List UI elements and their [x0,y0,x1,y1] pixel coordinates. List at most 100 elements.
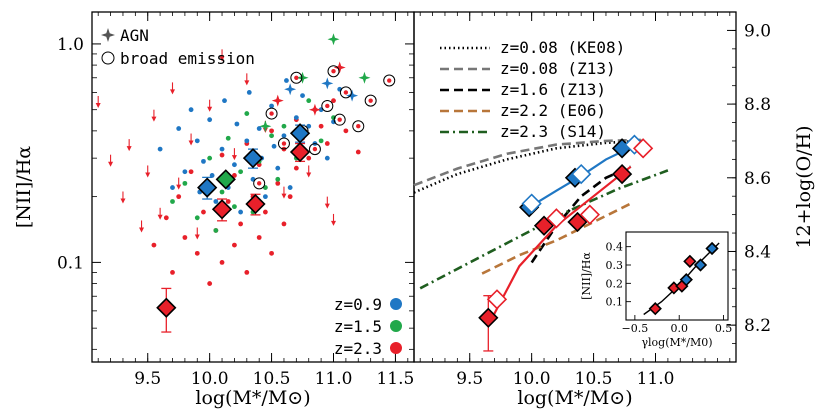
data-point [232,173,237,178]
x-tick-label: 10.0 [191,369,229,389]
broad-emission-point [343,90,349,95]
data-point [246,89,252,95]
filled-diamond [567,211,588,233]
right-x-axis-title: log(M*/M⊙) [517,387,632,409]
y-tick-label: 8.2 [744,316,771,336]
right-panel: 9.5 10.0 10.5 11.0 8.2 8.4 8.6 8.8 9.0 log(M*/M⊙)… [413,11,815,409]
broad-emission-point [331,69,336,74]
data-point [293,165,299,171]
open-diamond [579,204,600,225]
upper-limit-arrowhead [170,89,175,95]
data-point [225,199,231,204]
open-diamond [521,193,542,214]
upper-limit-arrowhead [324,203,330,209]
filled-diamond [611,163,633,185]
inset-x-tick-label: −0.5 [622,322,649,335]
data-point [222,98,227,104]
y-tick-label: 8.4 [744,242,771,262]
x-tick-label: 10.5 [253,369,291,389]
data-point [244,111,250,116]
stack-diamond [245,193,266,215]
inset-blue-diamond [705,241,719,256]
inset-y-tick-label: 0.2 [606,277,624,290]
model-curve [530,165,632,264]
data-point [219,152,225,158]
data-point [244,138,250,144]
data-point [324,141,330,146]
agn-star [284,83,297,96]
legend-redshift-label: z=1.5 [334,317,382,336]
data-point [355,149,361,155]
legend-redshift-dot [390,320,402,332]
data-point [256,126,262,131]
broad-emission-ring [383,74,396,87]
data-point [275,165,281,171]
data-point [306,155,312,161]
inset-red-diamond [648,302,662,316]
legend-model-label: z=1.6 (Z13) [500,80,606,99]
left-panel: 9.5 10.0 10.5 11.0 11.5 0.1 1.0 log(M*/M⊙) [NII]… [13,11,415,409]
y-tick-label: 9.0 [744,21,771,41]
x-tick-label: 11.5 [376,369,414,389]
data-point [238,169,244,175]
data-point [219,259,225,265]
filled-diamond [478,307,499,328]
data-point [343,128,349,134]
upper-limit-arrowhead [139,227,145,233]
agn-star [358,71,371,84]
data-point [275,176,281,182]
data-point [194,250,200,256]
data-point [170,269,175,275]
x-tick-label: 9.5 [456,369,483,389]
broad-emission-ring [265,107,278,120]
y-tick-label: 8.6 [744,169,771,189]
x-tick-label: 9.5 [134,369,161,389]
data-point [219,146,225,152]
data-point [234,121,240,127]
legend-broad-ring [101,51,115,65]
data-point [238,221,244,227]
inset-blue-diamond [693,258,708,272]
data-point [262,209,268,215]
broad-emission-ring [290,71,303,84]
data-point [176,126,182,131]
data-point [287,194,293,200]
legend-model-label: z=0.08 (KE08) [500,38,625,57]
inset-y-tick-label: 0.1 [606,296,624,309]
broad-emission-point [312,146,318,152]
inset-x-axis-title: γlog(M*/M0) [641,336,712,349]
data-point [306,98,312,104]
data-point [225,135,231,141]
upper-limit-arrowhead [120,198,126,204]
legend-redshift-dot [390,342,402,354]
inset-frame [625,231,729,321]
agn-star [346,89,359,102]
data-point [151,242,157,248]
y-tick-label: 1.0 [57,35,84,55]
broad-emission-ring [364,94,377,107]
right-y-axis-title: 12+log(O/H) [793,125,815,248]
data-point [269,128,274,134]
x-tick-label: 10.0 [513,369,551,389]
data-point [318,138,324,144]
data-point [281,133,287,139]
data-point [256,162,262,168]
data-point [232,242,237,248]
data-point [281,221,287,227]
broad-emission-point [325,103,330,109]
agn-star [296,71,309,84]
model-curve [413,138,644,187]
open-diamond [486,289,508,310]
data-point [287,185,293,190]
upper-limit-arrowhead [331,220,336,226]
data-point [207,281,213,286]
inset-x-tick-label: 0.5 [715,322,733,335]
legend-redshift-label: z=0.9 [334,295,382,314]
x-tick-label: 11.0 [315,369,353,389]
data-point [207,155,213,161]
broad-emission-point [269,111,274,116]
stack-diamond [242,148,264,169]
open-diamond [632,138,654,159]
data-point [318,123,324,129]
